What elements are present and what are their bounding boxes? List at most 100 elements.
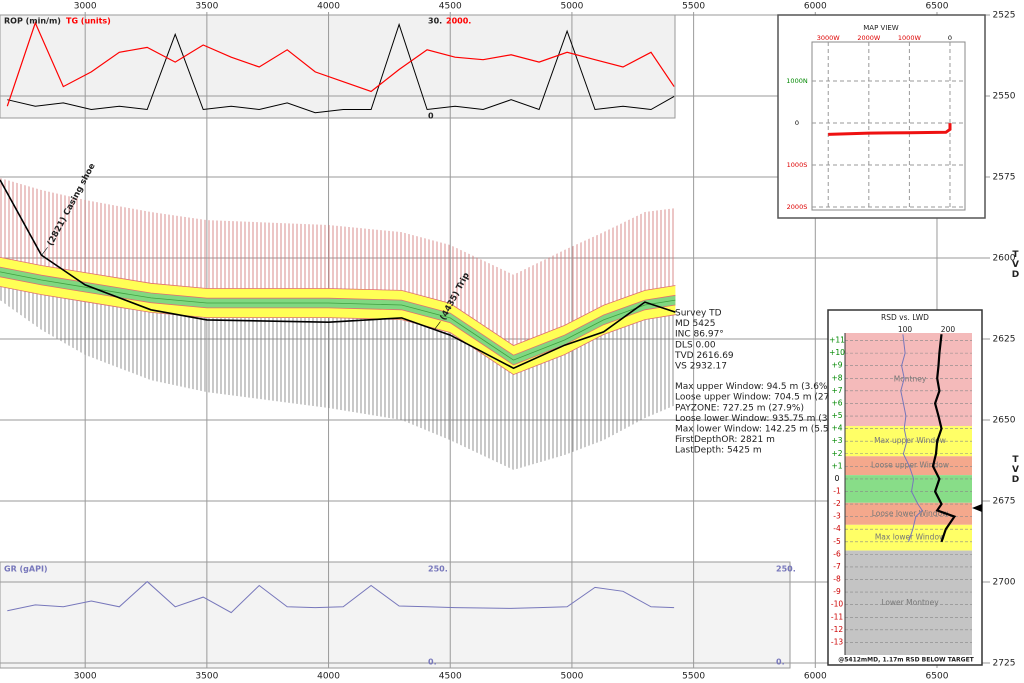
info-line: Survey TD: [675, 309, 722, 319]
well-path: [0, 179, 676, 370]
legend-label: ROP (min/m): [4, 17, 61, 26]
x-tick-label: 0: [948, 34, 952, 42]
x-tick-label: 3000: [74, 2, 97, 12]
arrow: [972, 504, 982, 512]
y-tick-label: -7: [833, 562, 841, 571]
zone-label: Montney: [894, 375, 927, 384]
annotation-leader: [434, 321, 441, 330]
x-tick-label: 6000: [804, 2, 827, 12]
y-tick-label: -4: [833, 524, 841, 533]
x-tick-label: 1000W: [898, 34, 922, 42]
target-line: [0, 271, 676, 361]
y-tick-label: -5: [833, 537, 841, 546]
y-tick-label: 30.: [428, 17, 442, 26]
zone: [845, 456, 972, 476]
y-tick-label: 1000N: [786, 77, 808, 85]
x-tick-label: 5000: [560, 672, 583, 682]
y-tick-label: -10: [831, 600, 843, 609]
axis-label: TVD: [1011, 250, 1021, 280]
y-tick-label: 0: [428, 112, 434, 121]
y-tick-label: +5: [831, 411, 842, 420]
y-tick-label: 2725: [993, 659, 1016, 669]
log-curve: [7, 22, 675, 114]
y-tick-label: -13: [831, 637, 843, 646]
log-curve: [900, 334, 923, 542]
y-tick-label: 2700: [993, 578, 1016, 588]
y-tick-label: 2600: [993, 254, 1016, 264]
y-tick-label: +11: [829, 336, 845, 345]
info-line: TVD 2616.69: [674, 351, 734, 361]
zone-boundary: [0, 266, 676, 356]
info-line: PAYZONE: 727.25 m (27.9%): [675, 403, 804, 413]
info-line: INC 86.97°: [675, 330, 724, 340]
zone-boundary: [0, 276, 676, 366]
gr-panel: [0, 561, 791, 669]
x-tick-label: 4500: [439, 672, 462, 682]
y-tick-label: +2: [831, 449, 842, 458]
y-tick-label: 0.: [428, 658, 437, 667]
x-tick-label: 5500: [682, 2, 705, 12]
info-line: DLS 0.00: [675, 340, 716, 350]
y-tick-label: -11: [831, 612, 843, 621]
zone-label: Loose upper Window: [871, 461, 949, 470]
y-tick-label: -6: [833, 549, 841, 558]
info-line: Max upper Window: 94.5 m (3.6%): [675, 382, 831, 392]
y-tick-label: 2575: [993, 173, 1016, 183]
y-tick-label: +4: [831, 424, 842, 433]
y-tick-label: +6: [831, 398, 842, 407]
x-tick-label: 3000W: [817, 34, 841, 42]
info-line: Max lower Window: 142.25 m (5.5: [675, 425, 829, 435]
y-tick-label: -9: [833, 587, 841, 596]
y-tick-label: 0: [795, 119, 799, 127]
zone: [845, 502, 972, 525]
legend-label: GR (gAPI): [4, 565, 48, 574]
log-curve: [6, 21, 675, 107]
y-tick-label: +3: [831, 436, 842, 445]
zone-label: Max upper Window: [874, 436, 946, 445]
x-tick-label: 4500: [439, 2, 462, 12]
map-frame: [777, 14, 986, 219]
map-title: MAP VIEW: [863, 24, 899, 32]
y-tick-label: -1: [833, 486, 841, 495]
x-tick-label: 4000: [317, 672, 340, 682]
rsd-note: @5412mMD, 1.17m RSD BELOW TARGET: [838, 657, 974, 664]
zone-label: Loose lower Window: [872, 509, 949, 518]
map-plot: [811, 41, 966, 211]
legend-label: TG (units): [66, 17, 111, 26]
zone-boundary: [0, 257, 676, 346]
info-line: LastDepth: 5425 m: [675, 446, 762, 456]
map-path: [828, 123, 952, 136]
zone-boundary: [0, 286, 676, 376]
rsd-panel: RSD vs. LWD Montney Max upper Window Loose …: [827, 309, 983, 666]
x-tick-label: 6000: [804, 672, 827, 682]
rop-panel: [0, 14, 676, 119]
x-tick-label: 6500: [926, 672, 949, 682]
x-tick-label: 2000W: [857, 34, 881, 42]
info-line: Loose upper Window: 704.5 m (27.: [675, 393, 832, 403]
annotation-leader: [41, 247, 48, 256]
y-tick-label: 2550: [993, 92, 1016, 102]
y-tick-label: +10: [829, 348, 845, 357]
x-tick-label: 3500: [195, 2, 218, 12]
y-tick-label: 250.: [428, 565, 448, 574]
y-tick-label: 2000S: [787, 203, 808, 211]
y-tick-label: +9: [831, 361, 842, 370]
upper-window-hatch: [0, 178, 676, 346]
y-tick-label: 250.: [776, 565, 796, 574]
y-tick-label: 1000S: [787, 161, 808, 169]
y-tick-label: 2675: [993, 497, 1016, 507]
y-tick-label: -8: [833, 575, 841, 584]
x-tick-label: 4000: [317, 2, 340, 12]
axis-label: TVD: [1011, 455, 1021, 485]
info-line: MD 5425: [675, 319, 715, 329]
y-tick-label: 2625: [993, 335, 1016, 345]
y-tick-label: +8: [831, 373, 842, 382]
zone: [845, 475, 972, 503]
y-tick-label: 2525: [993, 11, 1016, 21]
x-tick-label: 200: [941, 325, 956, 334]
y-tick-label: -12: [831, 625, 843, 634]
x-tick-label: 5500: [682, 672, 705, 682]
map-view: MAP VIEW 3000W 2000W 1000W 0 1000N 0 1000S 2000S: [777, 14, 986, 219]
info-line: Loose lower Window: 935.75 m (35: [675, 414, 833, 424]
